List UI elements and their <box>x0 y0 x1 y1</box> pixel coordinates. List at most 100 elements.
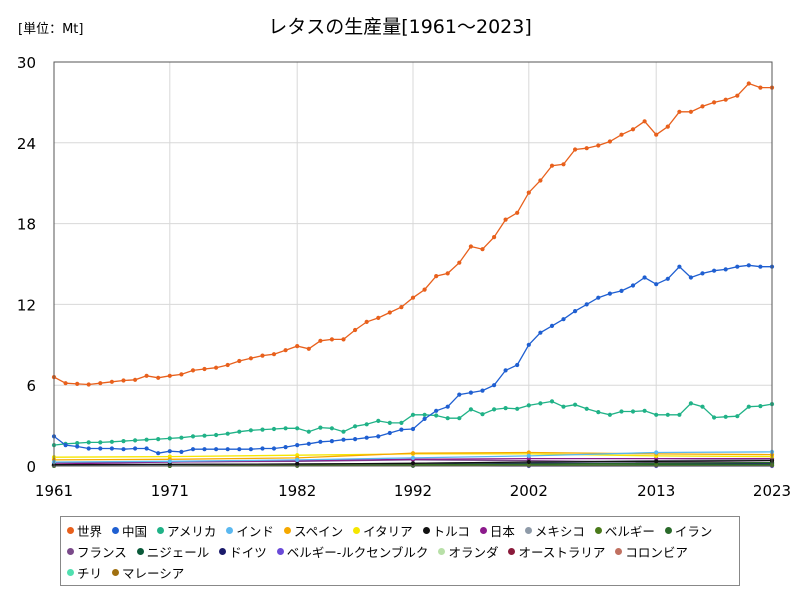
data-point <box>445 404 450 409</box>
data-point <box>167 373 172 378</box>
data-point <box>596 410 601 415</box>
data-point <box>248 356 253 361</box>
data-point <box>167 449 172 454</box>
legend-label: ニジェール <box>146 545 210 560</box>
data-point <box>688 275 694 280</box>
data-point <box>387 430 392 436</box>
data-point <box>144 446 149 451</box>
data-point <box>98 446 103 451</box>
data-point <box>202 366 207 372</box>
data-point <box>584 406 589 411</box>
data-point <box>190 368 196 373</box>
data-point <box>746 263 751 268</box>
legend-item: オーストラリア <box>508 541 605 562</box>
data-point <box>758 85 763 90</box>
legend-swatch <box>112 527 120 534</box>
y-tick-label: 30 <box>17 54 36 72</box>
data-point <box>399 420 404 425</box>
data-point <box>642 408 647 413</box>
data-point <box>630 127 636 132</box>
data-point <box>758 264 763 269</box>
data-point <box>688 401 694 406</box>
data-point <box>642 275 647 280</box>
data-point <box>260 427 265 432</box>
legend-label: フランス <box>77 545 127 560</box>
data-point <box>410 461 416 466</box>
data-point <box>584 146 589 151</box>
data-point <box>156 437 161 442</box>
data-point <box>503 368 508 373</box>
legend-item: フランス <box>67 541 127 562</box>
data-point <box>607 412 613 417</box>
x-tick-label: 1971 <box>151 482 189 500</box>
legend-item: トルコ <box>422 520 470 541</box>
data-point <box>410 295 416 300</box>
legend-swatch <box>615 548 623 555</box>
data-point <box>434 408 439 413</box>
data-point <box>642 119 647 124</box>
data-point <box>573 309 578 314</box>
legend-item: マレーシア <box>112 562 184 583</box>
data-point <box>109 446 114 451</box>
data-point <box>573 147 578 152</box>
legend-label: オーストラリア <box>518 545 606 560</box>
data-point <box>515 210 520 215</box>
legend-label: 世界 <box>77 524 103 539</box>
data-point <box>86 440 91 445</box>
data-point <box>561 404 566 409</box>
data-point <box>156 375 161 380</box>
legend-swatch <box>67 548 74 555</box>
legend-item: インド <box>226 520 274 541</box>
legend-swatch <box>422 527 430 534</box>
data-point <box>283 426 288 431</box>
data-point <box>237 429 242 434</box>
legend-item: イラン <box>664 520 712 541</box>
data-point <box>179 435 184 440</box>
legend-swatch <box>276 548 284 555</box>
y-tick-label: 6 <box>26 377 36 395</box>
data-point <box>538 401 543 406</box>
data-point <box>654 450 659 455</box>
data-point <box>341 337 346 342</box>
data-point <box>665 412 670 417</box>
legend-item: 中国 <box>112 520 147 541</box>
legend-swatch <box>226 527 234 534</box>
data-point <box>121 439 126 444</box>
data-point <box>318 439 323 444</box>
data-point <box>353 424 358 429</box>
data-point <box>167 436 172 441</box>
data-point <box>723 97 728 102</box>
data-point <box>214 447 219 452</box>
legend-label: 日本 <box>489 524 515 539</box>
legend-label: ベルギー-ルクセンブルク <box>286 545 429 560</box>
data-point <box>271 426 277 432</box>
data-point <box>584 302 589 307</box>
data-point <box>746 404 751 409</box>
data-point <box>295 426 300 431</box>
data-point <box>526 450 531 455</box>
data-point <box>457 260 462 265</box>
legend-item: コロンビア <box>615 541 688 562</box>
data-point <box>700 271 705 276</box>
data-point <box>98 440 103 445</box>
data-point <box>63 443 68 448</box>
data-point <box>700 404 705 409</box>
data-point <box>735 264 740 269</box>
data-point <box>492 235 497 240</box>
data-point <box>63 381 68 386</box>
data-point <box>410 455 416 460</box>
data-point <box>654 463 659 468</box>
legend-label: チリ <box>77 566 103 581</box>
legend-swatch <box>67 569 74 576</box>
legend: 世界 中国 アメリカ インド スペイン イタリア トルコ 日本 メキシコ ベルギー イラン フランス ニ… <box>60 516 740 586</box>
data-point <box>526 453 531 458</box>
data-point <box>248 428 253 433</box>
data-point <box>190 434 196 439</box>
data-point <box>167 462 172 467</box>
legend-item: ベルギー <box>594 520 655 541</box>
data-point <box>480 388 485 393</box>
data-point <box>457 392 462 397</box>
data-point <box>549 163 555 168</box>
data-point <box>723 267 728 272</box>
data-point <box>86 446 91 451</box>
